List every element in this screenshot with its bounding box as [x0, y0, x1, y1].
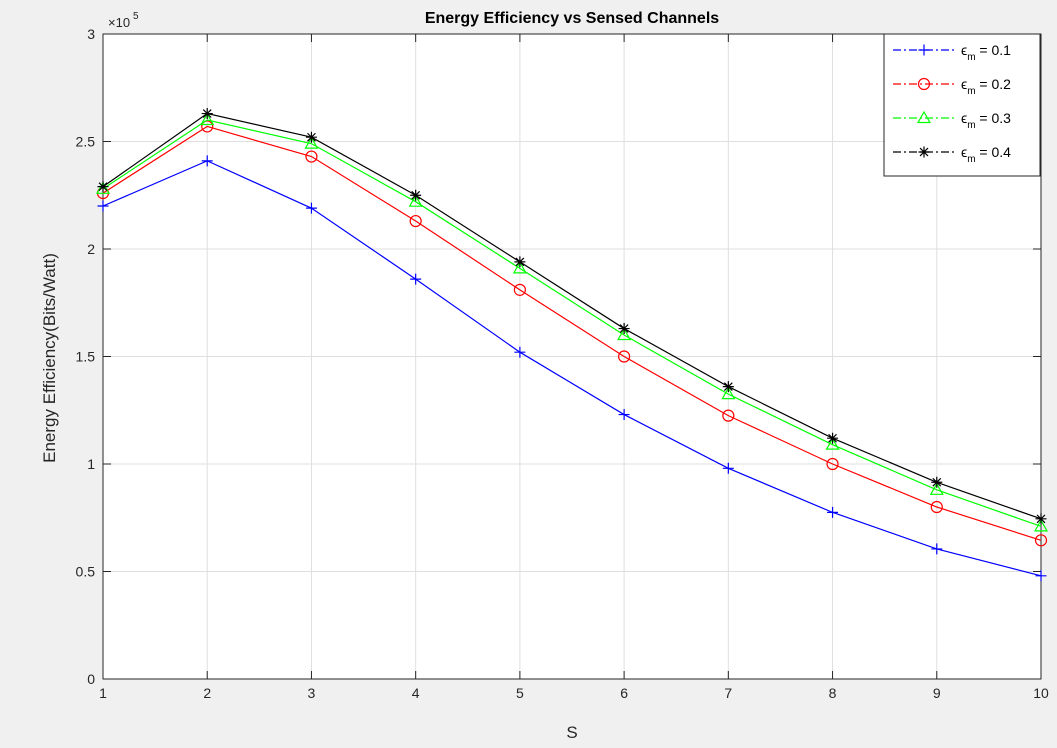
series-4-point — [305, 131, 317, 143]
series-3-point — [95, 181, 111, 194]
y-exponent-power: 5 — [133, 11, 139, 22]
series-3-point — [200, 112, 215, 126]
series-2-point — [513, 283, 526, 296]
x-tick-label: 1 — [99, 685, 107, 701]
series-3-point — [1033, 519, 1049, 532]
series-4-point — [97, 181, 109, 193]
series-1-point — [827, 506, 839, 518]
series-4-point — [722, 381, 734, 393]
chart-title: Energy Efficiency vs Sensed Channels — [425, 10, 719, 27]
series-4-point — [827, 432, 839, 444]
series-4-point — [931, 476, 943, 488]
series-2-line — [102, 125, 1042, 541]
legend-marker — [917, 77, 931, 91]
series-3-point — [304, 136, 319, 149]
legend-entry-2: ϵm = 0.2 — [893, 76, 1011, 97]
x-tick-label: 6 — [620, 685, 628, 701]
series-1-point — [1035, 570, 1047, 582]
y-tick-label: 1.5 — [76, 349, 96, 365]
y-tick-label: 2 — [87, 241, 95, 257]
legend-label: ϵm = 0.3 — [961, 110, 1011, 131]
series-2-point — [930, 500, 943, 514]
y-tick-label: 2.5 — [76, 134, 96, 150]
x-tick-label: 2 — [203, 685, 211, 701]
legend: ϵm = 0.1 ϵm = 0.2 ϵm = 0.3 ϵm = 0.4 — [883, 33, 1041, 177]
x-tick-label: 4 — [412, 685, 420, 701]
legend-marker — [918, 146, 930, 158]
series-1-point — [305, 202, 317, 214]
series-4-point — [410, 189, 422, 201]
series-4-point — [514, 256, 526, 268]
series-4-point — [618, 323, 630, 335]
series-3-point — [617, 327, 632, 341]
series-2-point — [305, 150, 318, 163]
legend-entry-3: ϵm = 0.3 — [893, 110, 1011, 131]
legend-marker — [918, 44, 930, 56]
y-tick-label: 0.5 — [76, 564, 96, 580]
legend-entry-1: ϵm = 0.1 — [893, 42, 1011, 63]
series-1-point — [931, 543, 943, 555]
series-2-point — [1034, 534, 1048, 547]
series-4-point — [201, 108, 213, 120]
x-tick-label: 8 — [829, 685, 837, 701]
x-tick-label: 3 — [308, 685, 316, 701]
series-3-point — [512, 261, 527, 274]
series-4-line — [102, 112, 1042, 520]
series-2-point — [826, 457, 839, 471]
series-1-point — [201, 155, 213, 167]
x-axis-ticks: 1 2 3 4 5 6 7 8 9 10 — [99, 34, 1049, 701]
legend-marker — [916, 110, 932, 124]
y-tick-label: 1 — [87, 456, 95, 472]
series-1-point — [514, 346, 526, 358]
series-3-line — [102, 119, 1042, 527]
series-1-point — [410, 273, 422, 285]
y-axis-ticks: 0 0.5 1 1.5 2 2.5 3 — [76, 26, 1041, 687]
x-tick-label: 9 — [933, 685, 941, 701]
series-3 — [95, 112, 1049, 532]
series-1-point — [97, 200, 109, 212]
series-1-point — [722, 462, 734, 474]
x-axis-label: S — [566, 723, 577, 742]
series-4 — [97, 108, 1047, 525]
legend-label: ϵm = 0.1 — [961, 42, 1011, 63]
series-2-point — [201, 120, 214, 133]
series-2-point — [409, 214, 422, 228]
series-3-point — [721, 386, 736, 400]
series-4-point — [1035, 513, 1047, 525]
legend-label: ϵm = 0.4 — [961, 144, 1011, 165]
x-tick-label: 7 — [724, 685, 732, 701]
x-tick-label: 10 — [1033, 685, 1049, 701]
x-tick-label: 5 — [516, 685, 524, 701]
series-2-point — [618, 350, 631, 363]
series-1 — [97, 155, 1047, 582]
y-exponent-times: ×10 — [108, 15, 130, 30]
y-tick-label: 0 — [87, 671, 95, 687]
series-1-line — [102, 160, 1042, 577]
legend-label: ϵm = 0.2 — [961, 76, 1011, 97]
legend-entry-4: ϵm = 0.4 — [893, 144, 1011, 165]
series-3-point — [929, 482, 944, 495]
series-layer — [95, 108, 1049, 582]
series-3-point — [825, 437, 840, 450]
y-axis-label: Energy Efficiency(Bits/Watt) — [40, 253, 59, 463]
series-2-point — [722, 409, 735, 422]
y-tick-label: 3 — [87, 26, 95, 42]
series-3-point — [408, 194, 423, 207]
series-1-point — [618, 409, 630, 421]
